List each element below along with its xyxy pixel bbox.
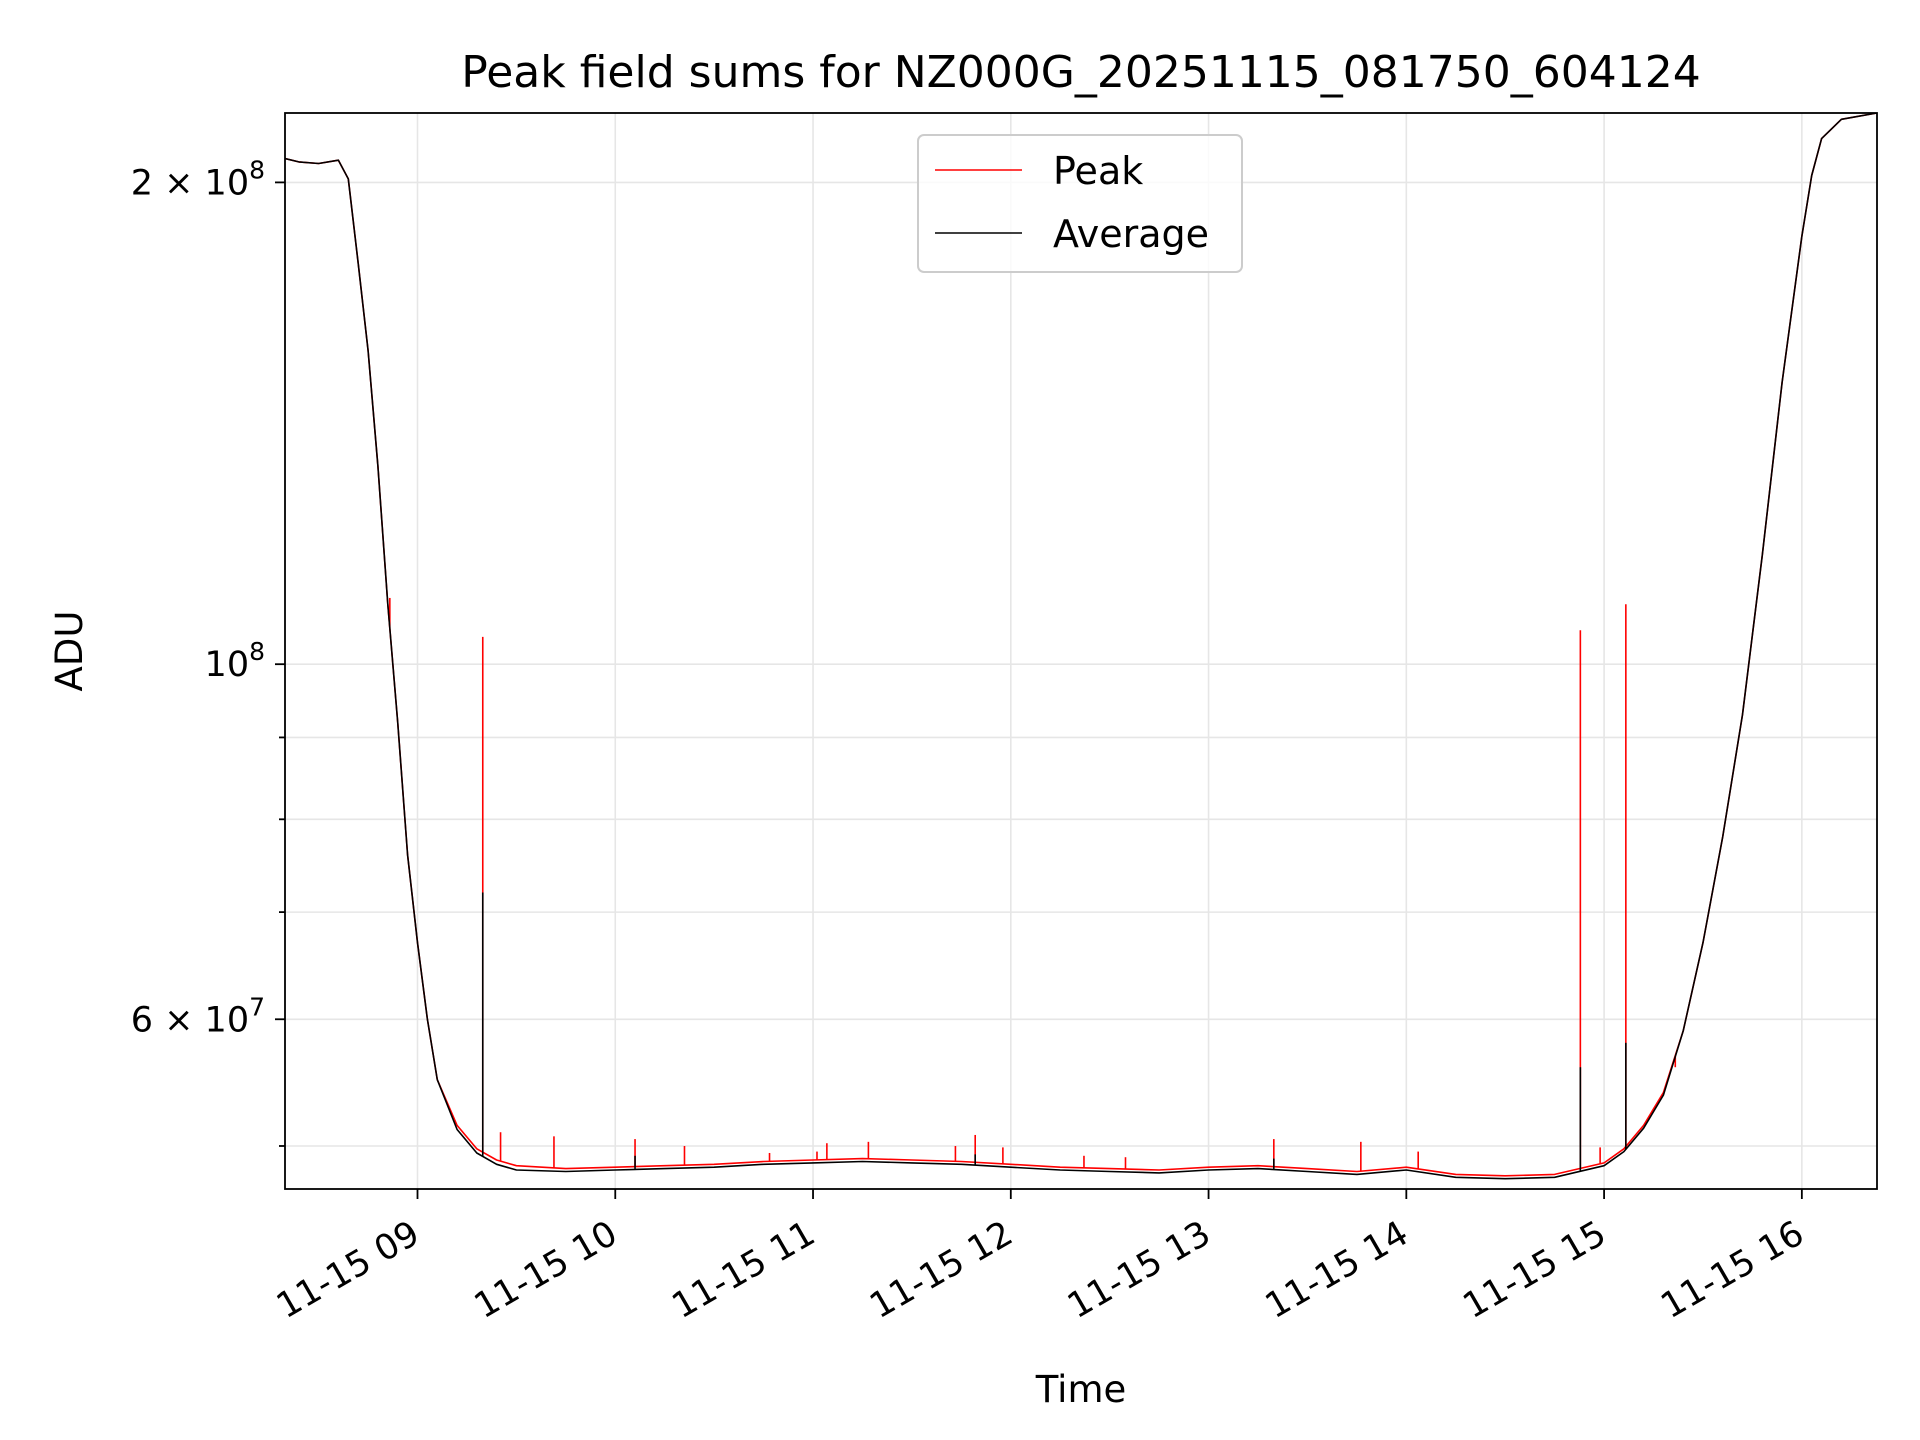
x-axis-label: Time [1035,1368,1127,1411]
y-tick-label: 6 × 107 [131,992,265,1040]
series-layer [285,113,1877,1180]
legend-peak-label: Peak [1053,149,1143,193]
chart-title: Peak field sums for NZ000G_20251115_0817… [461,47,1700,98]
chart-title-text: Peak field sums for NZ000G_20251115_0817… [461,47,1700,98]
y-axis-label: ADU [48,611,91,692]
y-tick-label: 108 [205,637,265,685]
y-tick-label: 2 × 108 [131,155,265,203]
legend-average-label: Average [1053,212,1209,256]
y-axis: 2 × 108 108 6 × 107 [131,155,285,1147]
grid [285,113,1877,1189]
legend: Peak Average [917,134,1243,273]
axes-frame [284,112,1878,1190]
series-line-average [285,113,1877,1180]
